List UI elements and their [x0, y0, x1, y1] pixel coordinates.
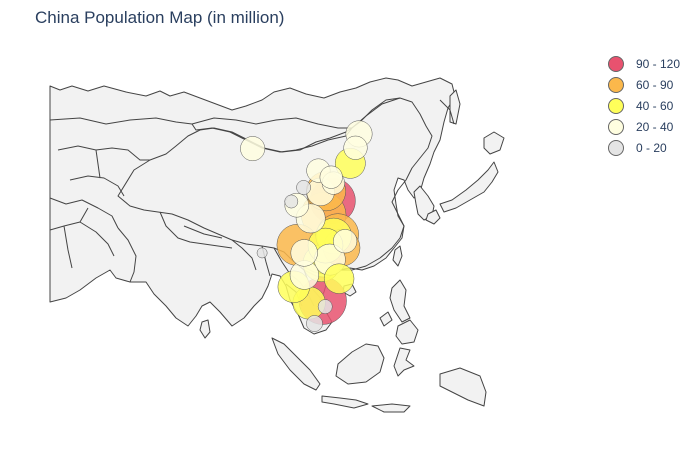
legend-label: 60 - 90 [636, 77, 674, 92]
population-bubble[interactable] [323, 263, 355, 294]
legend-label: 20 - 40 [636, 119, 674, 134]
legend-label: 0 - 20 [636, 140, 667, 155]
sri-lanka [199, 319, 211, 339]
sakhalin [449, 89, 461, 125]
legend-item[interactable]: 90 - 120 [608, 53, 680, 74]
population-bubble[interactable] [296, 180, 311, 195]
population-bubble[interactable] [240, 136, 266, 162]
japan-kyushu [425, 209, 441, 225]
sulawesi [393, 347, 415, 377]
japan-honshu [439, 161, 499, 213]
borneo [335, 343, 385, 385]
legend-item[interactable]: 60 - 90 [608, 74, 680, 95]
population-bubble[interactable] [306, 315, 323, 332]
population-bubble[interactable] [256, 247, 268, 259]
legend-swatch [608, 97, 624, 114]
legend-item[interactable]: 20 - 40 [608, 116, 680, 137]
legend-item[interactable]: 0 - 20 [608, 137, 680, 158]
population-bubbles [240, 120, 373, 332]
population-bubble[interactable] [343, 135, 368, 160]
legend-swatch [608, 76, 624, 93]
lesser-sunda [371, 403, 411, 413]
legend-swatch [608, 118, 624, 135]
central-asia-borders [49, 145, 150, 229]
legend-swatch [608, 139, 624, 156]
sumatra [271, 337, 321, 391]
legend-label: 40 - 60 [636, 98, 674, 113]
new-guinea [439, 367, 487, 407]
population-bubble[interactable] [319, 165, 343, 189]
visayas [379, 311, 393, 327]
luzon [389, 279, 411, 323]
population-bubble[interactable] [290, 239, 318, 267]
taiwan [392, 245, 403, 267]
legend-label: 90 - 120 [636, 56, 681, 71]
legend-item[interactable]: 40 - 60 [608, 95, 680, 116]
population-bubble[interactable] [317, 299, 333, 314]
population-bubble[interactable] [333, 229, 358, 254]
west-asia-borders [49, 207, 115, 269]
legend-swatch [608, 55, 624, 72]
population-bubble[interactable] [284, 194, 299, 209]
japan-hokkaido [483, 131, 505, 155]
java [321, 395, 369, 409]
south-asia-borders [117, 211, 257, 283]
legend: 90 - 120 60 - 90 40 - 60 20 - 40 0 - 20 [608, 53, 680, 158]
mindanao [395, 319, 419, 345]
page-title: China Population Map (in million) [35, 8, 285, 27]
mongolia-border [191, 117, 353, 153]
